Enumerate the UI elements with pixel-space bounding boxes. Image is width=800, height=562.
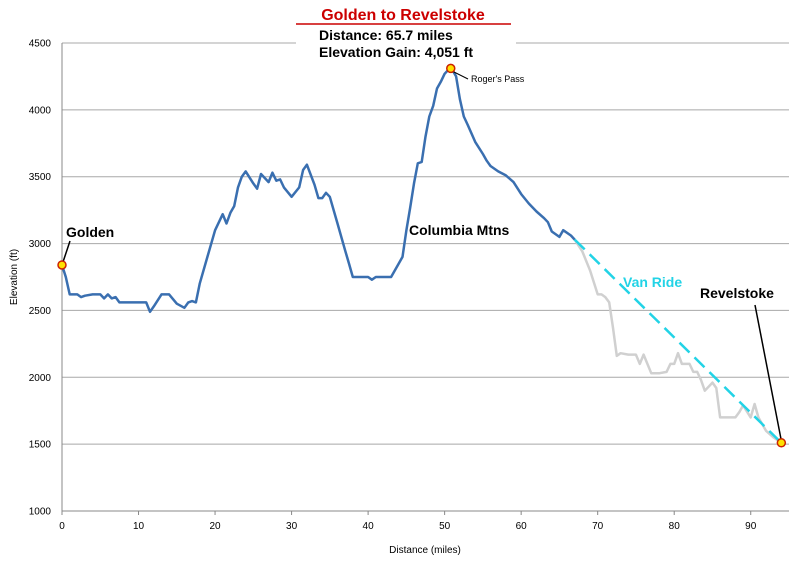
y-tick-label: 3000: [29, 239, 52, 250]
annotation-van-ride: Van Ride: [623, 274, 682, 290]
leader-golden: [62, 240, 71, 263]
x-tick-label: 30: [286, 521, 298, 532]
markers-layer: [57, 63, 787, 448]
subtitle-distance: Distance: 65.7 miles: [319, 27, 453, 43]
title-background: [296, 3, 516, 63]
subtitle-elevation-gain: Elevation Gain: 4,051 ft: [319, 44, 473, 60]
x-tick-label: 40: [363, 521, 375, 532]
x-tick-label: 70: [592, 521, 604, 532]
annotation-revelstoke: Revelstoke: [700, 285, 774, 301]
marker-roger-s-pass: [446, 63, 456, 74]
y-tick-label: 2500: [29, 306, 52, 317]
leader-revelstoke: [754, 304, 782, 440]
van-ride-dashed-line: [573, 238, 783, 444]
series-layer: [60, 65, 783, 444]
y-axis-title: Elevation (ft): [9, 249, 20, 305]
x-tick-label: 0: [59, 521, 65, 532]
y-tick-label: 4500: [29, 39, 52, 50]
van-terrain-line: [573, 238, 783, 444]
x-tick-labels: 0 10 20 30 40 50 60 70 80 90: [59, 511, 757, 532]
chart-title: Golden to Revelstoke: [321, 7, 485, 24]
axes: [61, 43, 789, 512]
x-tick-label: 10: [133, 521, 145, 532]
title-box: Golden to Revelstoke Distance: 65.7 mile…: [296, 3, 516, 63]
y-tick-label: 4000: [29, 105, 52, 116]
x-tick-label: 80: [669, 521, 681, 532]
leader-rogers-pass: [451, 70, 469, 80]
marker-golden: [57, 260, 67, 270]
annotation-rogers-pass: Roger's Pass: [471, 74, 525, 84]
y-tick-labels: 1000 1500 2000 2500 3000 3500 4000 4500: [29, 39, 52, 518]
y-tick-label: 3500: [29, 172, 52, 183]
x-tick-label: 60: [516, 521, 528, 532]
x-tick-label: 90: [745, 521, 757, 532]
y-tick-label: 1500: [29, 440, 52, 451]
y-tick-label: 2000: [29, 373, 52, 384]
marker-revelstoke: [776, 438, 787, 448]
gridlines: [62, 42, 789, 445]
y-tick-label: 1000: [29, 507, 52, 518]
ride-elevation-line: [60, 65, 576, 314]
annotations: Golden Roger's Pass Columbia Mtns Van Ri…: [62, 70, 782, 440]
x-tick-label: 50: [439, 521, 451, 532]
x-tick-label: 20: [209, 521, 221, 532]
annotation-columbia-mtns: Columbia Mtns: [409, 222, 510, 238]
annotation-golden: Golden: [66, 224, 114, 240]
x-axis-title: Distance (miles): [389, 545, 461, 556]
